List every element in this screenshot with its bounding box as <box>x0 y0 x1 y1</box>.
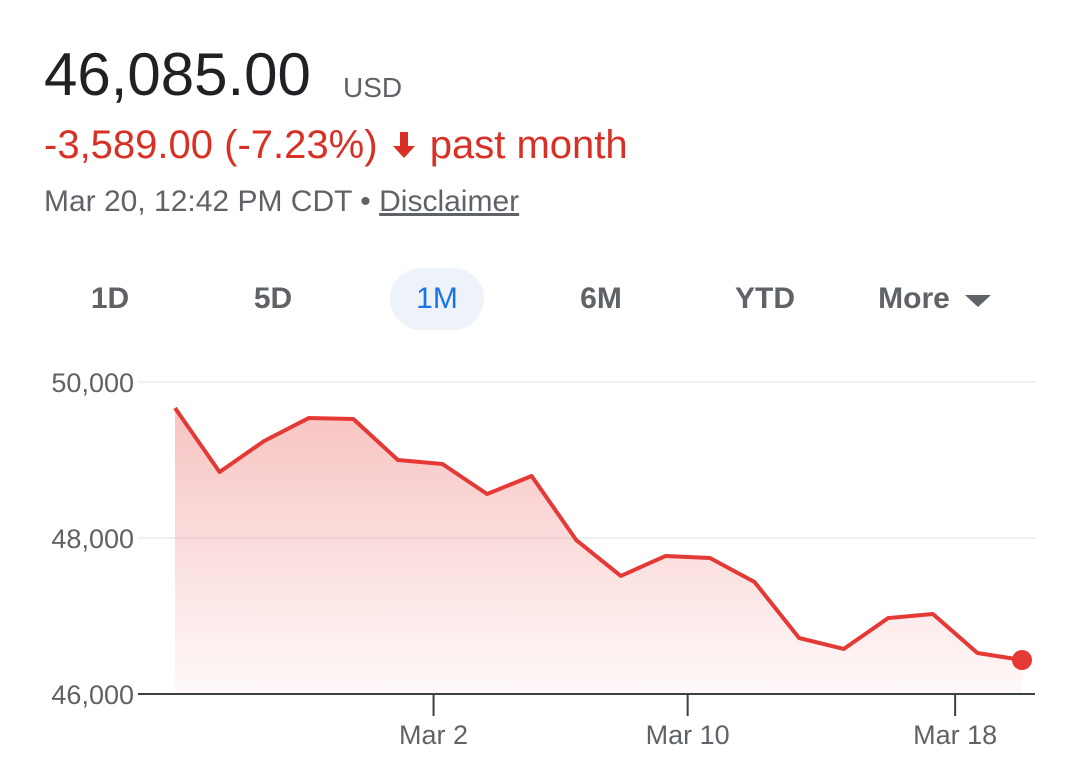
separator: • <box>360 185 371 218</box>
x-tick-label: Mar 10 <box>646 720 730 750</box>
price: 46,085.00 <box>44 41 311 108</box>
tab-label: 1D <box>90 282 130 315</box>
line <box>173 406 1023 662</box>
range-tab[interactable]: 5D <box>233 268 313 330</box>
area <box>175 407 1022 694</box>
y-tick-label: 50,000 <box>51 368 134 398</box>
range-tab[interactable]: 6M <box>560 268 642 330</box>
timestamp-row: Mar 20, 12:42 PM CDT • Disclaimer <box>44 185 519 219</box>
tab-label: More <box>878 282 950 315</box>
range-tab[interactable]: 1D <box>70 268 150 330</box>
dropdown-icon <box>964 295 991 307</box>
down-arrow <box>392 132 415 158</box>
x-tick-label: Mar 2 <box>399 720 468 750</box>
change: -3,589.00 (-7.23%) <box>44 123 378 167</box>
currency: USD <box>343 72 403 103</box>
y-tick-label: 48,000 <box>51 524 134 554</box>
last-point <box>1012 649 1032 670</box>
range-tab[interactable]: More <box>860 268 1010 330</box>
tab-label: YTD <box>735 282 795 315</box>
y-tick-label: 46,000 <box>51 680 134 710</box>
chart: 46,000 48,000 50,000 Mar 2 Mar 10 Mar 18 <box>51 368 1035 750</box>
range-tab[interactable]: YTD <box>715 268 815 330</box>
tab-label: 5D <box>253 282 293 315</box>
tab-label: 1M <box>416 282 458 315</box>
period: past month <box>429 123 628 167</box>
x-tick-label: Mar 18 <box>913 720 997 750</box>
disclaimer-link[interactable]: Disclaimer <box>379 185 520 218</box>
change-row: -3,589.00 (-7.23%) past month <box>44 123 628 168</box>
tab-label: 6M <box>580 282 622 315</box>
range-tab[interactable]: 1M <box>390 268 484 330</box>
timestamp: Mar 20, 12:42 PM CDT <box>44 185 352 218</box>
